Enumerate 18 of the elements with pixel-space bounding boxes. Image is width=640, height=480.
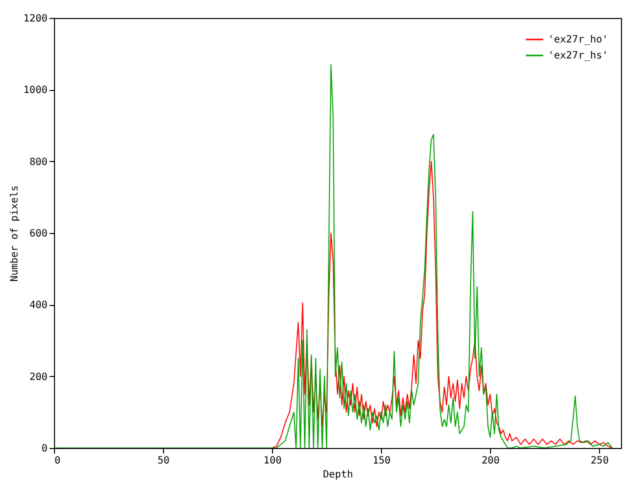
legend-label: 'ex27r_ho': [548, 34, 608, 46]
y-tick-label: 400: [29, 300, 48, 312]
x-tick-label: 250: [590, 456, 609, 466]
x-tick-label: 200: [482, 456, 500, 466]
y-tick-label: 1200: [23, 14, 48, 24]
y-tick-label: 800: [29, 156, 48, 168]
x-tick-label: 100: [264, 456, 282, 466]
x-tick-label: 50: [158, 456, 170, 466]
y-tick-label: 0: [41, 444, 48, 454]
legend-label: 'ex27r_hs': [548, 50, 608, 62]
x-tick-label: 150: [372, 456, 391, 466]
line-series: [54, 64, 613, 448]
y-tick-label: 600: [29, 228, 48, 240]
y-axis-title: Number of pixels: [9, 185, 20, 282]
y-tick-label: 200: [29, 372, 48, 383]
x-tick-label: 0: [54, 456, 61, 466]
y-tick-label: 1000: [23, 85, 48, 96]
x-axis-title: Depth: [322, 470, 354, 480]
